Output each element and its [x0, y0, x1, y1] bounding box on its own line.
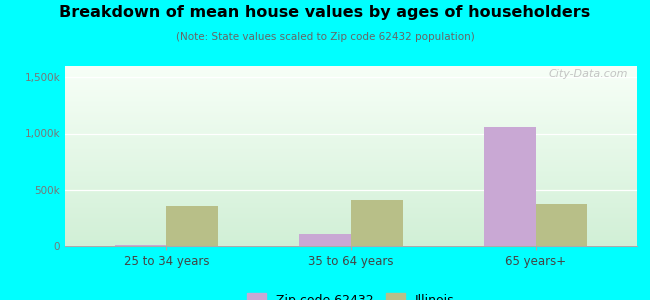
Legend: Zip code 62432, Illinois: Zip code 62432, Illinois	[242, 288, 460, 300]
Bar	[484, 127, 536, 246]
Bar	[166, 206, 218, 246]
Text: Breakdown of mean house values by ages of householders: Breakdown of mean house values by ages o…	[59, 4, 591, 20]
Bar	[115, 245, 166, 246]
Bar	[351, 200, 402, 246]
Bar	[536, 204, 587, 246]
Text: (Note: State values scaled to Zip code 62432 population): (Note: State values scaled to Zip code 6…	[176, 32, 474, 41]
Text: City-Data.com: City-Data.com	[549, 69, 629, 79]
Bar	[300, 234, 351, 246]
